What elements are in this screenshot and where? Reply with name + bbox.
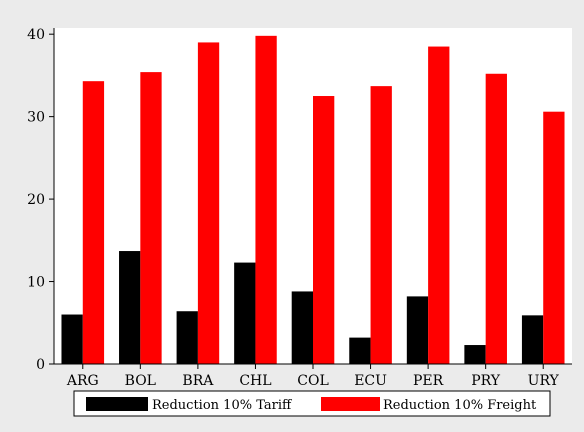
y-axis-ticks: 0 10 20 30 40 <box>27 27 54 373</box>
legend-swatch-tariff <box>86 397 148 411</box>
legend-label-tariff: Reduction 10% Tariff <box>152 398 293 413</box>
bar-freight-bra <box>197 42 220 365</box>
x-tick-label-ury: URY <box>528 373 560 389</box>
x-tick-label-bra: BRA <box>182 373 214 389</box>
bar-tariff-bra <box>176 311 198 364</box>
y-tick-label: 40 <box>27 27 45 43</box>
y-tick-label: 30 <box>27 110 45 126</box>
bar-freight-pry <box>485 73 507 364</box>
bar-tariff-bol <box>119 251 141 364</box>
legend-box <box>73 390 551 417</box>
bar-tariff-chl <box>234 262 256 364</box>
bar-freight-col <box>313 96 335 365</box>
x-tick-label-ecu: ECU <box>354 373 387 389</box>
x-tick-label-col: COL <box>297 373 329 389</box>
bar-tariff-ury <box>521 315 544 364</box>
bar-freight-ecu <box>370 86 392 364</box>
bar-freight-per <box>428 46 450 365</box>
legend: Reduction 10% Tariff Reduction 10% Freig… <box>73 390 551 417</box>
x-tick-label-bol: BOL <box>125 373 156 389</box>
x-tick-label-chl: CHL <box>239 373 271 389</box>
y-tick-label: 20 <box>27 192 45 208</box>
x-tick-label-pry: PRY <box>471 373 501 389</box>
x-tick-label-per: PER <box>413 373 444 389</box>
bar-freight-ury <box>543 111 565 364</box>
x-axis-ticks: ARG BOL BRA CHL COL ECU PER PRY URY <box>66 364 560 389</box>
bar-tariff-pry <box>464 345 486 364</box>
bar-freight-arg <box>82 81 105 365</box>
x-tick-label-arg: ARG <box>66 373 99 389</box>
bar-freight-chl <box>255 35 277 364</box>
bar-tariff-ecu <box>349 337 371 364</box>
bar-tariff-arg <box>61 314 83 364</box>
legend-label-freight: Reduction 10% Freight <box>383 398 537 413</box>
bars-group <box>61 35 565 365</box>
bar-tariff-per <box>406 296 429 364</box>
y-tick-label: 10 <box>27 275 45 291</box>
y-tick-label: 0 <box>36 357 45 373</box>
legend-swatch-freight <box>321 397 380 411</box>
bar-freight-bol <box>140 72 162 365</box>
bar-tariff-col <box>291 291 313 364</box>
